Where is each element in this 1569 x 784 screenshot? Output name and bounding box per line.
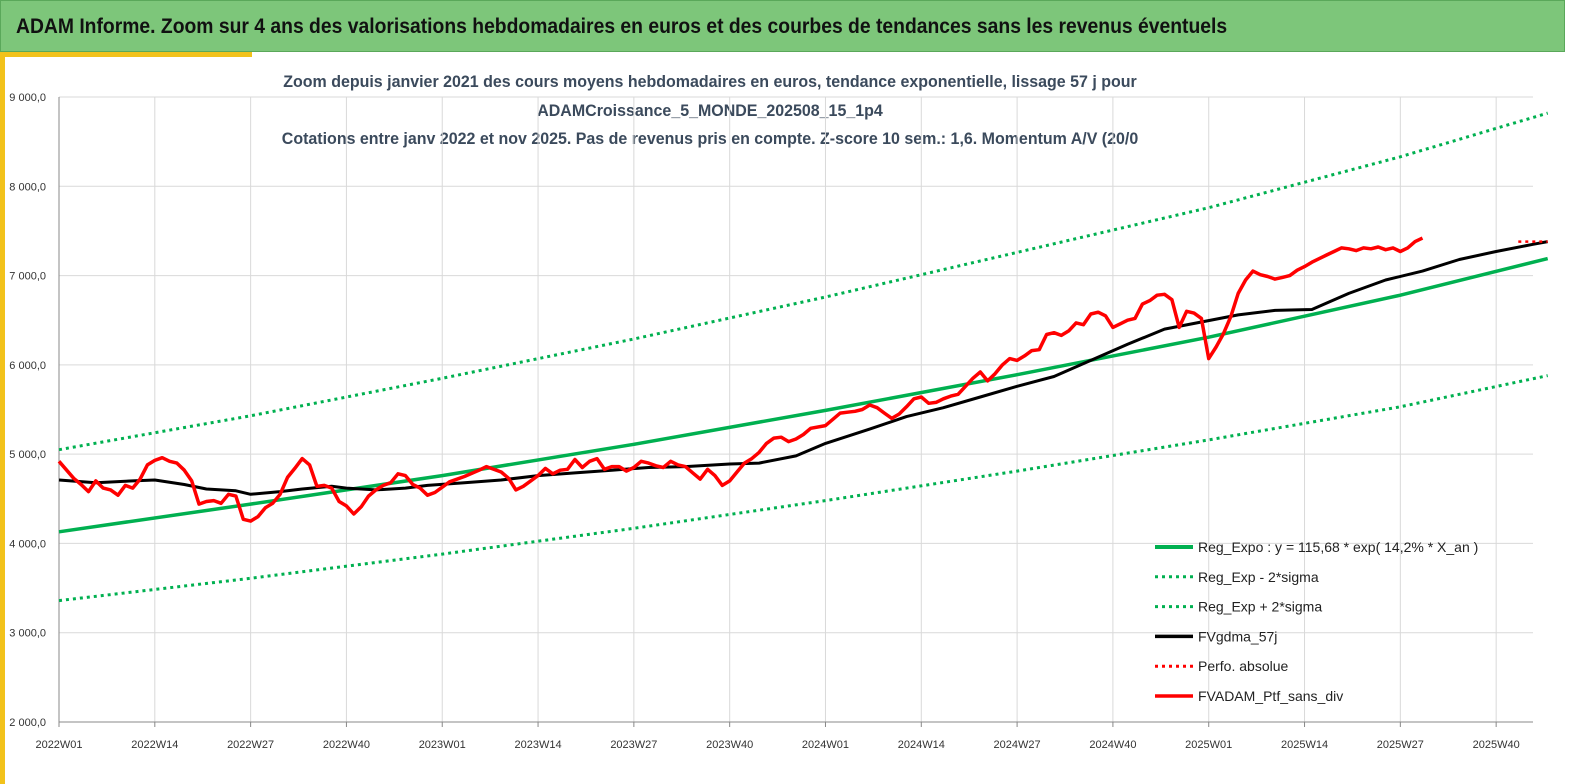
series-fvadam-ptf-sans-div — [59, 238, 1423, 521]
x-tick-label: 2022W01 — [35, 739, 82, 751]
y-tick-label: 4 000,0 — [9, 538, 46, 550]
x-tick-label: 2022W27 — [227, 739, 274, 751]
legend-label: FVADAM_Ptf_sans_div — [1198, 688, 1343, 704]
x-tick-label: 2023W01 — [419, 739, 466, 751]
x-tick-label: 2024W40 — [1089, 739, 1136, 751]
y-tick-label: 6 000,0 — [9, 360, 46, 372]
x-tick-label: 2025W14 — [1281, 739, 1328, 751]
legend-label: FVgdma_57j — [1198, 628, 1277, 644]
x-tick-label: 2022W40 — [323, 739, 370, 751]
x-tick-label: 2024W14 — [898, 739, 945, 751]
y-tick-label: 8 000,0 — [9, 181, 46, 193]
series-reg-exp-2-sigma — [59, 113, 1548, 450]
legend-label: Reg_Exp + 2*sigma — [1198, 599, 1322, 615]
x-tick-label: 2025W40 — [1473, 739, 1520, 751]
legend-label: Reg_Exp - 2*sigma — [1198, 569, 1319, 585]
legend-label: Reg_Expo : y = 115,68 * exp( 14,2% * X_a… — [1198, 539, 1478, 555]
series-fvgdma-57j — [59, 242, 1548, 495]
x-tick-label: 2023W14 — [515, 739, 562, 751]
y-tick-label: 9 000,0 — [9, 92, 46, 104]
legend-label: Perfo. absolue — [1198, 658, 1288, 674]
line-chart: 2 000,0 3 000,0 4 000,0 5 000,0 6 000,0 7 000… — [0, 0, 1569, 784]
x-tick-label: 2022W14 — [131, 739, 178, 751]
y-tick-label: 5 000,0 — [9, 449, 46, 461]
x-tick-label: 2024W01 — [802, 739, 849, 751]
x-tick-label: 2023W40 — [706, 739, 753, 751]
x-tick-label: 2025W27 — [1377, 739, 1424, 751]
y-tick-label: 2 000,0 — [9, 717, 46, 729]
x-tick-label: 2025W01 — [1185, 739, 1232, 751]
legend: Reg_Expo : y = 115,68 * exp( 14,2% * X_a… — [1155, 539, 1478, 704]
y-tick-label: 3 000,0 — [9, 628, 46, 640]
y-tick-label: 7 000,0 — [9, 271, 46, 283]
x-tick-label: 2023W27 — [610, 739, 657, 751]
x-tick-label: 2024W27 — [994, 739, 1041, 751]
